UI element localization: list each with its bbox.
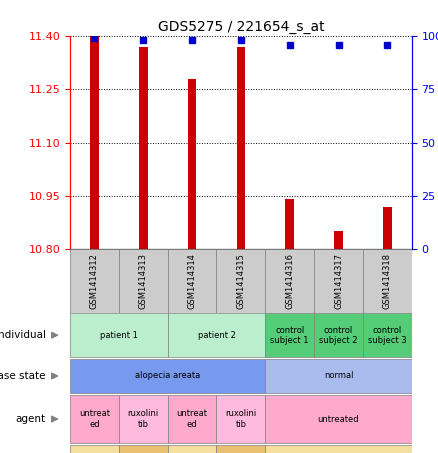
Text: ruxolini
tib: ruxolini tib (225, 410, 257, 429)
Title: GDS5275 / 221654_s_at: GDS5275 / 221654_s_at (158, 20, 324, 34)
Text: control
subject 3: control subject 3 (368, 326, 406, 345)
Text: agent: agent (15, 414, 46, 424)
Text: GSM1414317: GSM1414317 (334, 253, 343, 309)
Text: alopecia areata: alopecia areata (135, 371, 200, 381)
Bar (363, 249, 412, 313)
Bar (90, 36, 99, 249)
Bar (168, 313, 265, 357)
Text: untreat
ed: untreat ed (177, 410, 208, 429)
Text: disease state: disease state (0, 371, 46, 381)
Bar (119, 445, 168, 453)
Bar (70, 249, 119, 313)
Text: GSM1414315: GSM1414315 (237, 253, 245, 309)
Bar (119, 249, 168, 313)
Text: untreated: untreated (318, 414, 359, 424)
Bar (265, 249, 314, 313)
Bar (119, 395, 168, 443)
Bar (285, 199, 294, 249)
Text: patient 2: patient 2 (198, 331, 236, 340)
Bar (265, 395, 412, 443)
Text: untreat
ed: untreat ed (79, 410, 110, 429)
Text: individual: individual (0, 330, 46, 340)
Bar (265, 359, 412, 393)
Bar (168, 445, 216, 453)
Text: patient 1: patient 1 (100, 331, 138, 340)
Bar (70, 445, 119, 453)
Text: control
subject 2: control subject 2 (319, 326, 358, 345)
Text: ruxolini
tib: ruxolini tib (127, 410, 159, 429)
Bar (314, 313, 363, 357)
Text: GSM1414313: GSM1414313 (139, 253, 148, 309)
Bar (363, 313, 412, 357)
Bar (237, 47, 245, 249)
Bar (314, 249, 363, 313)
Bar (216, 249, 265, 313)
Bar (383, 207, 392, 249)
Bar (334, 231, 343, 249)
Bar (168, 395, 216, 443)
Text: GSM1414312: GSM1414312 (90, 253, 99, 309)
Bar (265, 445, 412, 453)
Text: control
subject 1: control subject 1 (270, 326, 309, 345)
Text: normal: normal (324, 371, 353, 381)
Bar (70, 395, 119, 443)
Text: GSM1414318: GSM1414318 (383, 253, 392, 309)
Bar (216, 395, 265, 443)
Bar (70, 313, 168, 357)
Bar (168, 249, 216, 313)
Bar (70, 359, 265, 393)
Text: GSM1414314: GSM1414314 (187, 253, 197, 309)
Text: GSM1414316: GSM1414316 (285, 253, 294, 309)
Bar (216, 445, 265, 453)
Bar (188, 79, 197, 249)
Bar (139, 47, 148, 249)
Bar (265, 313, 314, 357)
